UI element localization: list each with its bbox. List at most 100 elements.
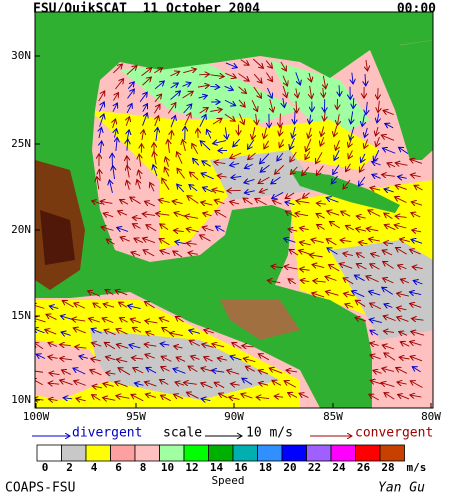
wind-vector xyxy=(400,239,410,242)
wind-vector xyxy=(102,318,114,324)
legend-convergent: convergent xyxy=(355,426,433,441)
wind-vector xyxy=(302,166,310,176)
colorbar-label: Speed xyxy=(211,474,244,487)
wind-vector xyxy=(186,392,199,399)
colorbar-tick: 22 xyxy=(308,461,321,474)
wind-vector xyxy=(398,394,410,400)
wind-vector xyxy=(130,197,141,205)
wind-vector xyxy=(97,177,99,190)
wind-vector xyxy=(119,302,128,308)
wind-vector xyxy=(113,119,116,129)
wind-vector xyxy=(341,211,351,217)
wind-vector xyxy=(369,239,380,241)
wind-vector xyxy=(191,356,200,359)
wind-vector xyxy=(289,249,299,256)
wind-vector xyxy=(139,154,141,167)
wind-vector xyxy=(372,174,381,178)
wind-vector xyxy=(331,175,338,184)
wind-vector xyxy=(285,202,295,205)
wind-vector xyxy=(142,77,151,86)
wind-vector xyxy=(35,379,43,386)
wind-vector xyxy=(410,342,422,346)
wind-vector xyxy=(327,248,338,255)
wind-vector xyxy=(370,380,382,384)
wind-vector xyxy=(131,358,144,359)
wind-vector xyxy=(132,328,142,333)
wind-vector xyxy=(283,97,285,108)
wind-vector xyxy=(126,103,132,114)
highlands xyxy=(40,210,75,265)
wind-vector xyxy=(113,166,115,180)
legend-divergent: divergent xyxy=(72,426,142,441)
wind-vector xyxy=(160,380,169,385)
wind-vector xyxy=(156,127,158,141)
wind-vector xyxy=(103,398,116,401)
wind-vector xyxy=(189,340,200,347)
wind-vector xyxy=(295,72,301,85)
colorbar-tick: 2 xyxy=(66,461,73,474)
wind-vector xyxy=(377,113,379,122)
wind-vector xyxy=(165,157,168,167)
wind-vector xyxy=(214,200,225,204)
wind-vector xyxy=(103,383,114,386)
colorbar-box xyxy=(208,444,234,462)
wind-vector xyxy=(182,91,194,99)
wind-vector xyxy=(398,176,407,178)
wind-vector xyxy=(92,395,101,401)
wind-vector xyxy=(258,370,269,374)
wind-vector xyxy=(343,179,351,189)
wind-vector xyxy=(320,137,323,146)
wind-vector xyxy=(260,164,270,172)
wind-vector xyxy=(350,126,354,140)
wind-vector xyxy=(271,266,284,268)
wind-vector xyxy=(269,368,283,374)
colorbar-box xyxy=(355,444,381,462)
wind-vector xyxy=(316,165,324,176)
wind-vector xyxy=(201,383,213,389)
wind-vector xyxy=(288,393,298,398)
wind-vector xyxy=(202,161,211,167)
wind-vector xyxy=(272,380,282,386)
wind-vector xyxy=(210,109,222,111)
wind-vector xyxy=(144,201,155,207)
wind-vector xyxy=(382,148,396,154)
wind-vector xyxy=(225,62,237,68)
wind-vector xyxy=(302,192,310,199)
wind-vector xyxy=(143,250,155,257)
wind-vector xyxy=(158,200,170,203)
wind-vector xyxy=(238,86,246,94)
wind-vector xyxy=(60,358,73,360)
wind-vector xyxy=(201,368,213,371)
wind-vector xyxy=(251,100,257,111)
wind-vector xyxy=(48,342,58,346)
wind-vector xyxy=(345,304,354,307)
wind-vector xyxy=(292,126,295,138)
wind-vector xyxy=(259,189,268,192)
wind-vector xyxy=(142,113,148,126)
wind-vector xyxy=(397,317,409,322)
wind-vector xyxy=(197,85,209,87)
wind-vector xyxy=(355,318,367,322)
wind-vector xyxy=(300,228,309,230)
wind-vector xyxy=(256,397,270,398)
wind-vector xyxy=(187,196,199,204)
wind-vector xyxy=(252,58,263,68)
wind-vector xyxy=(411,319,424,321)
wind-vector xyxy=(348,150,352,158)
wind-vector xyxy=(60,380,73,386)
wind-vector xyxy=(101,227,114,231)
wind-vector xyxy=(366,101,367,115)
wind-vector xyxy=(214,162,226,164)
colorbar-box xyxy=(379,444,405,462)
wind-vector xyxy=(412,367,421,373)
wind-vector xyxy=(265,72,272,82)
lon-label: 100W xyxy=(23,410,50,423)
wind-vector xyxy=(359,163,365,172)
map-area xyxy=(35,12,433,408)
wind-vector xyxy=(132,224,141,229)
wind-vector xyxy=(119,318,128,322)
wind-vector xyxy=(230,163,240,165)
wind-vector xyxy=(411,331,425,335)
wind-vector xyxy=(116,329,128,335)
wind-vector xyxy=(370,303,382,310)
